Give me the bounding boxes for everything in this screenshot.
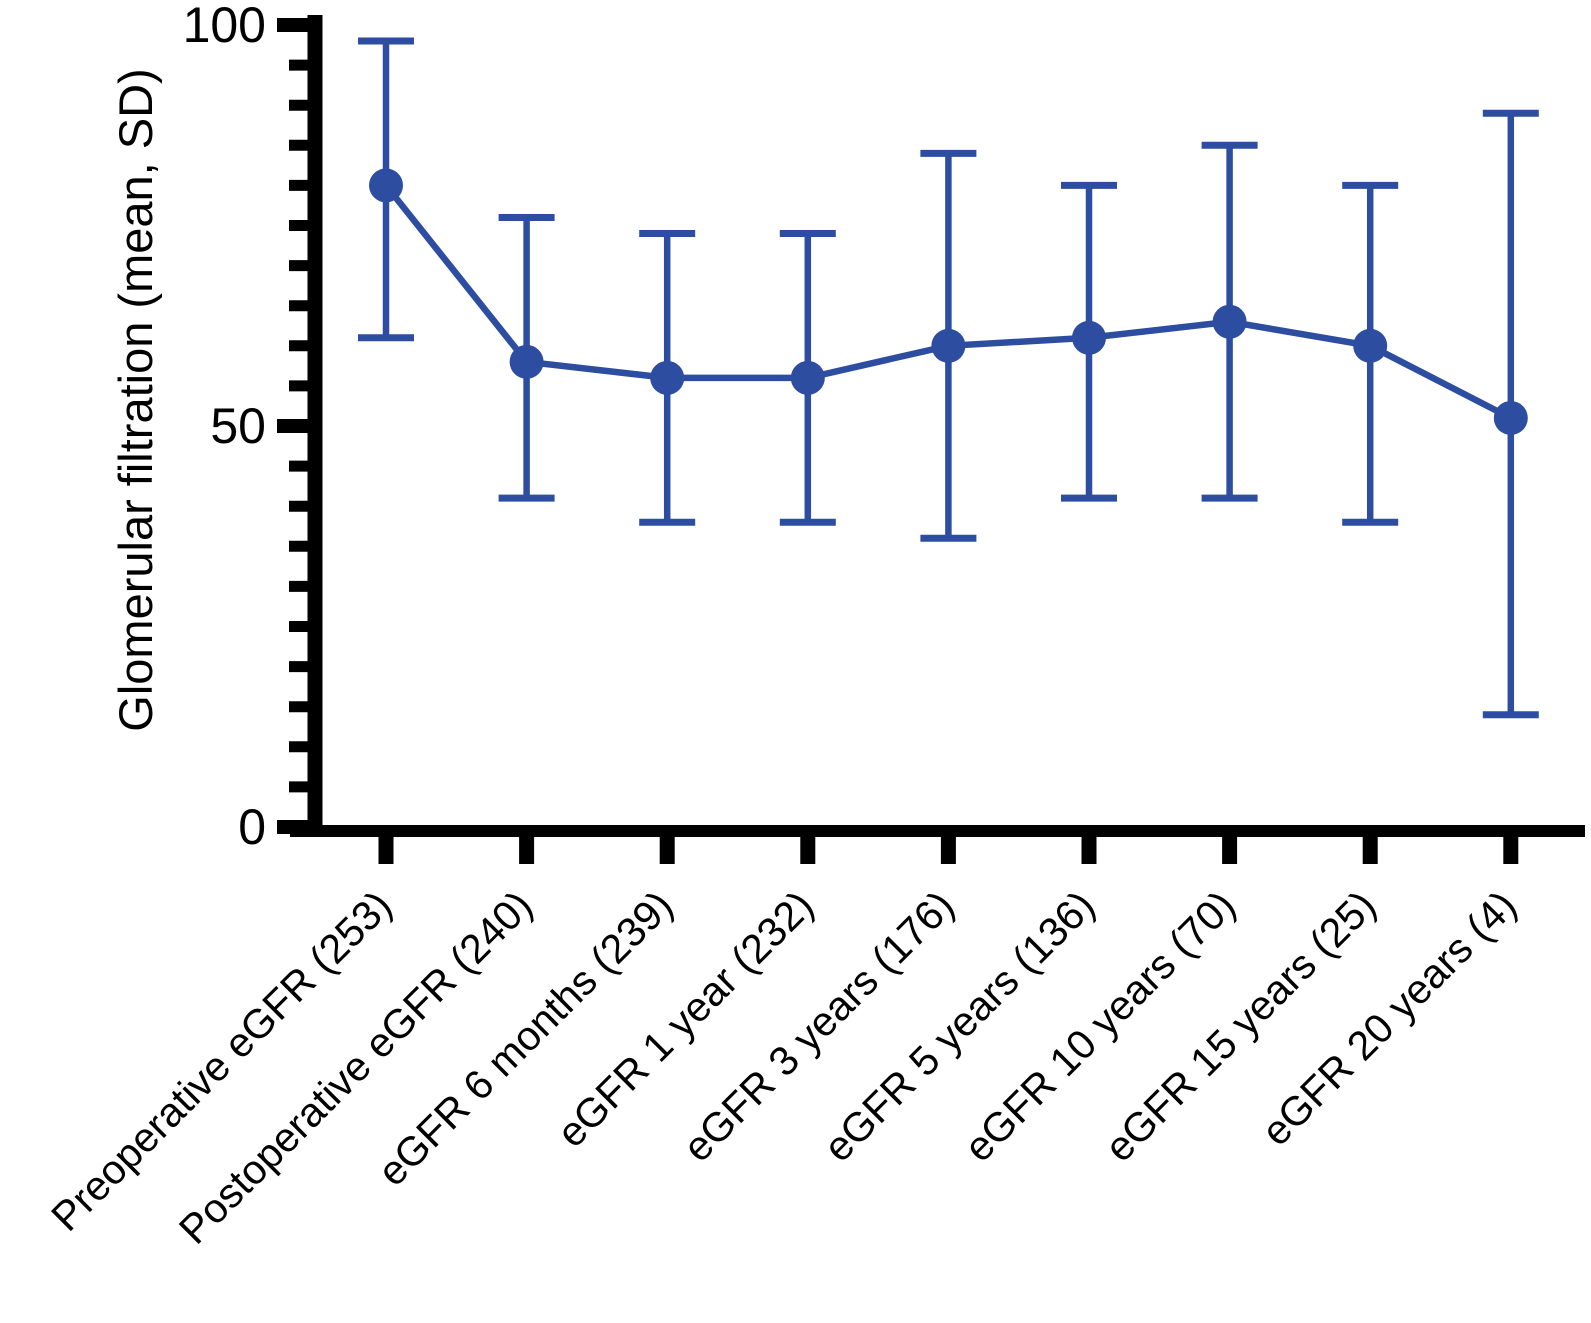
x-category-label: eGFR 5 years (136)	[815, 882, 1104, 1171]
data-point	[1072, 320, 1106, 355]
data-point	[931, 328, 966, 363]
y-tick-label: 50	[210, 398, 266, 454]
data-point	[1493, 400, 1528, 435]
axes-layer	[277, 15, 1585, 864]
data-point	[790, 360, 825, 395]
y-axis-title: Glomerular filtration (mean, SD)	[109, 68, 162, 731]
data-point	[1353, 328, 1388, 363]
y-tick-label: 100	[183, 0, 266, 53]
x-category-label: eGFR 10 years (70)	[955, 882, 1244, 1171]
y-tick-label: 0	[238, 799, 266, 855]
data-layer	[358, 37, 1539, 719]
x-category-label: eGFR 15 years (25)	[1096, 882, 1385, 1171]
data-point	[1212, 304, 1247, 339]
data-point	[369, 168, 403, 203]
data-point	[509, 344, 544, 379]
x-category-label: eGFR 20 years (4)	[1253, 882, 1526, 1155]
data-point	[650, 360, 685, 395]
x-category-label: eGFR 1 year (232)	[548, 882, 822, 1156]
x-category-label: eGFR 3 years (176)	[674, 882, 963, 1171]
